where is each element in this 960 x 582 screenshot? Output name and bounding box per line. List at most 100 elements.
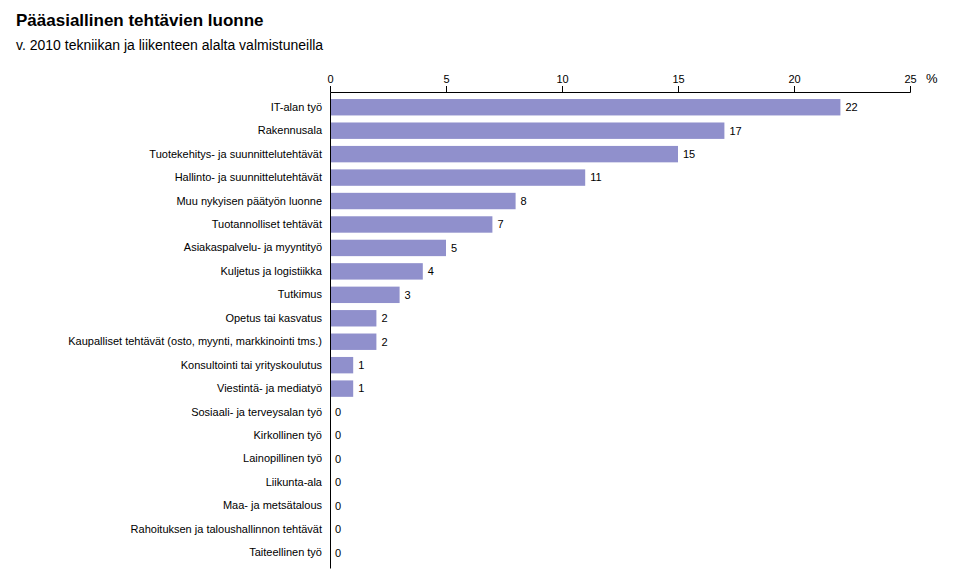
- tick: Taiteellinen työ: [249, 546, 322, 558]
- bar: [330, 380, 353, 396]
- tick-label: Kirkollinen työ: [254, 429, 322, 441]
- tick-label: Opetus tai kasvatus: [225, 312, 322, 324]
- bar: [330, 216, 492, 232]
- chart: Pääasiallinen tehtävien luonne v. 2010 te…: [0, 0, 960, 582]
- data-label: 0: [335, 500, 341, 512]
- bar: [330, 334, 376, 350]
- x-axis: 0 5 10 15 20 25: [327, 73, 916, 93]
- data-label: 7: [497, 218, 503, 230]
- tick: Kirkollinen työ: [254, 429, 322, 441]
- axis-line: [330, 93, 331, 569]
- subtitle: v. 2010 tekniikan ja liikenteen alalta v…: [16, 37, 323, 53]
- tick: Kaupalliset tehtävät (osto, myynti, mark…: [68, 335, 322, 347]
- tick: 15: [672, 73, 684, 92]
- tick-label: 0: [327, 73, 333, 85]
- bar: [330, 310, 376, 326]
- data-label: 4: [428, 265, 434, 277]
- tick-label: 5: [443, 73, 449, 85]
- bar: [330, 99, 840, 115]
- tick-label: Kaupalliset tehtävät (osto, myynti, mark…: [68, 335, 322, 347]
- bar: [330, 287, 400, 303]
- tick: Tuotekehitys- ja suunnittelutehtävät: [149, 148, 322, 160]
- data-label: 2: [381, 312, 387, 324]
- tick-mark: [562, 86, 563, 92]
- data-label: 0: [335, 476, 341, 488]
- data-labels: 221715118754322110000000: [335, 101, 858, 559]
- tick-label: 15: [672, 73, 684, 85]
- tick: Maa- ja metsätalous: [223, 499, 323, 511]
- data-label: 1: [358, 359, 364, 371]
- data-label: 0: [335, 547, 341, 559]
- axis-label: %: [926, 71, 938, 86]
- tick-label: Tuotannolliset tehtävät: [212, 218, 322, 230]
- tick: Liikunta-ala: [266, 476, 323, 488]
- data-label: 0: [335, 406, 341, 418]
- tick: 25: [904, 73, 916, 92]
- data-label: 8: [521, 195, 527, 207]
- bar: [330, 169, 585, 185]
- tick: Asiakaspalvelu- ja myyntityö: [184, 241, 322, 253]
- bar: [330, 122, 724, 138]
- data-label: 5: [451, 242, 457, 254]
- bar: [330, 146, 678, 162]
- tick-label: Tuotekehitys- ja suunnittelutehtävät: [149, 148, 322, 160]
- tick-label: 25: [904, 73, 916, 85]
- y-axis: IT-alan työ Rakennusala Tuotekehitys- ja s…: [68, 93, 330, 569]
- tick-label: Taiteellinen työ: [249, 546, 322, 558]
- tick: Lainopillinen työ: [243, 452, 322, 464]
- tick-mark: [446, 86, 447, 92]
- tick: Tuotannolliset tehtävät: [212, 218, 322, 230]
- tick: Opetus tai kasvatus: [225, 312, 322, 324]
- data-label: 2: [381, 336, 387, 348]
- data-label: 22: [845, 101, 857, 113]
- tick-label: Kuljetus ja logistiikka: [221, 265, 323, 277]
- bar: [330, 193, 516, 209]
- data-label: 15: [683, 148, 695, 160]
- tick: Rakennusala: [258, 124, 323, 136]
- tick: Muu nykyisen päätyön luonne: [176, 195, 322, 207]
- data-label: 1: [358, 382, 364, 394]
- tick-label: Asiakaspalvelu- ja myyntityö: [184, 241, 322, 253]
- tick: 20: [788, 73, 800, 92]
- tick: IT-alan työ: [271, 101, 322, 113]
- tick-label: 20: [788, 73, 800, 85]
- data-label: 0: [335, 429, 341, 441]
- tick-mark: [794, 86, 795, 92]
- title: Pääasiallinen tehtävien luonne: [16, 11, 264, 30]
- bar: [330, 263, 423, 279]
- tick-label: 10: [556, 73, 568, 85]
- tick: Hallinto- ja suunnittelutehtävät: [175, 171, 322, 183]
- tick-label: Lainopillinen työ: [243, 452, 322, 464]
- tick-label: Liikunta-ala: [266, 476, 323, 488]
- bars: [330, 99, 840, 397]
- tick-label: Rakennusala: [258, 124, 323, 136]
- tick: Rahoituksen ja taloushallinnon tehtävät: [131, 523, 322, 535]
- tick-label: Viestintä- ja mediatyö: [217, 382, 322, 394]
- tick: Konsultointi tai yrityskoulutus: [181, 359, 323, 371]
- data-label: 11: [590, 171, 601, 183]
- tick-label: Sosiaali- ja terveysalan työ: [191, 406, 322, 418]
- data-label: 17: [729, 125, 741, 137]
- tick: Kuljetus ja logistiikka: [221, 265, 323, 277]
- tick-label: Tutkimus: [278, 288, 323, 300]
- tick: Viestintä- ja mediatyö: [217, 382, 322, 394]
- tick-label: IT-alan työ: [271, 101, 322, 113]
- tick: 10: [556, 73, 568, 92]
- data-label: 3: [405, 289, 411, 301]
- tick: Tutkimus: [278, 288, 323, 300]
- tick-mark: [330, 86, 331, 92]
- tick-mark: [910, 86, 911, 92]
- tick-mark: [678, 86, 679, 92]
- tick: 0: [327, 73, 333, 92]
- tick-label: Rahoituksen ja taloushallinnon tehtävät: [131, 523, 322, 535]
- tick: Sosiaali- ja terveysalan työ: [191, 406, 322, 418]
- tick-label: Maa- ja metsätalous: [223, 499, 323, 511]
- data-label: 0: [335, 523, 341, 535]
- data-label: 0: [335, 453, 341, 465]
- tick: 5: [443, 73, 449, 92]
- tick-label: Hallinto- ja suunnittelutehtävät: [175, 171, 322, 183]
- tick-label: Muu nykyisen päätyön luonne: [176, 195, 322, 207]
- bar: [330, 240, 446, 256]
- bar: [330, 357, 353, 373]
- plot: 2217151187543221100000000510152025%IT-al…: [68, 71, 938, 569]
